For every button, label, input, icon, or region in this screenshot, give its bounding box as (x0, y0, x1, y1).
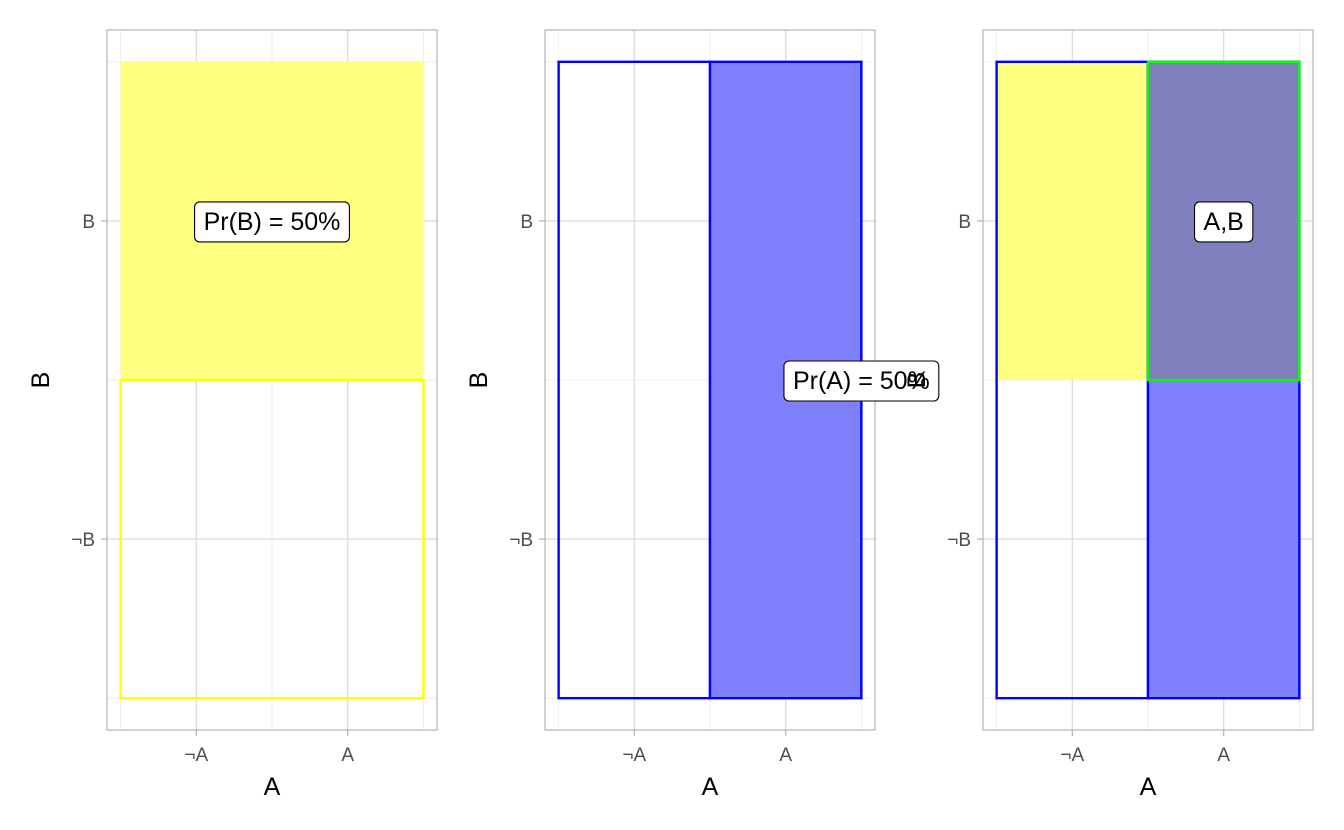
x-tick-label: A (341, 745, 354, 766)
x-tick-label: ¬A (1060, 745, 1084, 766)
x-axis-title: A (702, 773, 719, 801)
panel-border (106, 29, 438, 731)
annotation-label: Pr(B) = 50% (194, 201, 350, 243)
annotation-box (194, 201, 350, 243)
x-tick-label: A (779, 745, 792, 766)
region-1 (996, 61, 1148, 381)
x-axis-title: A (1140, 773, 1157, 801)
y-axis-title: B (903, 372, 931, 389)
annotation-text: Pr(B) = 50% (204, 208, 341, 236)
y-tick-label: ¬B (947, 530, 971, 551)
annotation-box (1193, 201, 1254, 243)
chart-panel-3: ¬A A ¬B B A B A,B (903, 29, 1314, 801)
y-tick-label: B (958, 212, 971, 233)
y-tick-label: B (520, 212, 533, 233)
x-tick-label: ¬A (622, 745, 646, 766)
annotation-label: A,B (1193, 201, 1254, 243)
chart-panel-1: ¬A A ¬B B A B Pr(B) = 50% (27, 29, 438, 801)
x-tick-label: ¬A (184, 745, 208, 766)
panel-border (982, 29, 1314, 731)
annotation-label: Pr(A) = 50% (783, 360, 940, 402)
x-tick-label: A (1217, 745, 1230, 766)
y-tick-label: ¬B (71, 530, 95, 551)
annotation-text: Pr(A) = 50% (793, 367, 930, 395)
y-tick-label: ¬B (509, 530, 533, 551)
x-axis-title: A (264, 773, 281, 801)
y-axis-title: B (27, 372, 55, 389)
annotation-text: A,B (1204, 208, 1244, 236)
annotation-box (783, 360, 940, 402)
y-tick-label: B (82, 212, 95, 233)
y-axis-title: B (465, 372, 493, 389)
region-2 (119, 378, 425, 700)
